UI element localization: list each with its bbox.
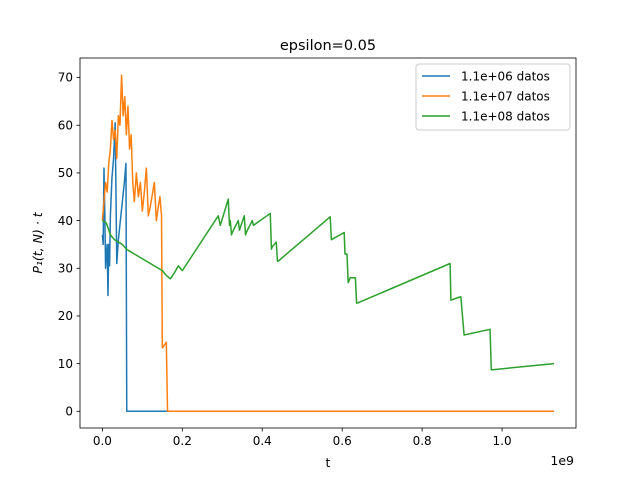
y-tick-label: 20 (58, 309, 73, 323)
legend: 1.1e+06 datos 1.1e+07 datos 1.1e+08 datos (415, 63, 571, 131)
y-tick-label: 60 (58, 118, 73, 132)
y-axis: 0 10 20 30 40 50 60 70 (58, 71, 80, 419)
y-axis-label: P₁(t, N) · t (30, 211, 45, 273)
legend-box (415, 63, 571, 131)
x-tick-label: 0.0 (93, 434, 112, 448)
y-tick-label: 70 (58, 71, 73, 85)
y-tick-label: 30 (58, 261, 73, 275)
series-line-1 (101, 122, 555, 413)
x-tick-label: 1.0 (493, 434, 512, 448)
y-tick-label: 10 (58, 357, 73, 371)
x-axis-label: t (326, 455, 331, 470)
y-tick-label: 50 (58, 166, 73, 180)
chart-title: epsilon=0.05 (280, 38, 376, 54)
series-line-3 (101, 198, 555, 371)
y-tick-label: 40 (58, 214, 73, 228)
x-axis: 0.0 0.2 0.4 0.6 0.8 1.0 (93, 428, 512, 448)
series-line-2 (101, 74, 555, 413)
x-tick-label: 0.6 (333, 434, 352, 448)
plot-frame (79, 57, 577, 429)
legend-label-3: 1.1e+08 datos (461, 110, 550, 124)
legend-label-1: 1.1e+06 datos (461, 70, 550, 84)
legend-label-2: 1.1e+07 datos (461, 90, 550, 104)
series-layer (101, 74, 555, 413)
x-axis-offset-label: 1e9 (550, 453, 574, 468)
x-tick-label: 0.8 (413, 434, 432, 448)
x-tick-label: 0.4 (253, 434, 272, 448)
x-tick-label: 0.2 (173, 434, 192, 448)
y-tick-label: 0 (65, 405, 73, 419)
